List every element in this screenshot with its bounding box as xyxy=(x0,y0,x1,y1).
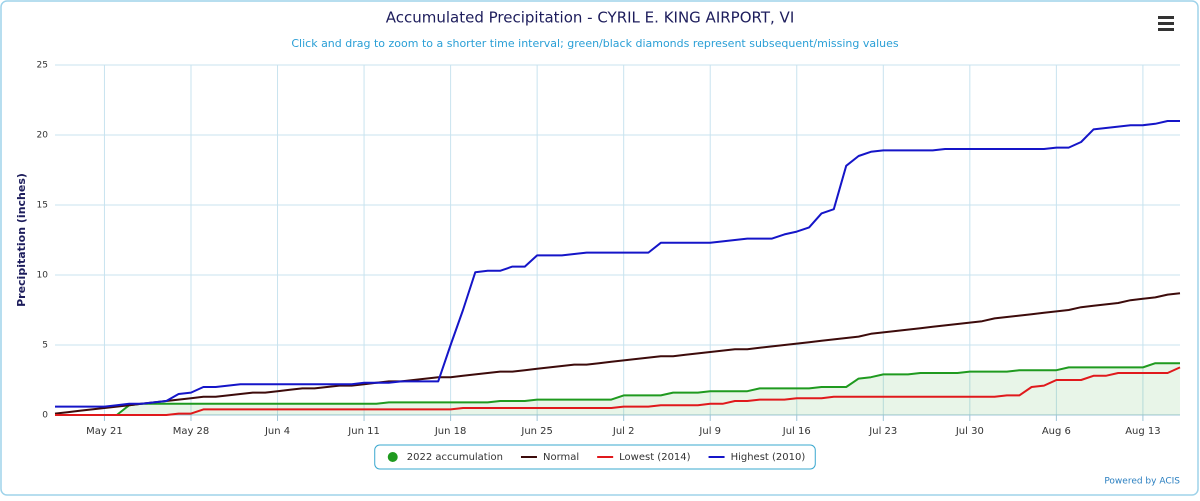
x-tick-label: Jun 4 xyxy=(264,426,290,437)
menu-bar[interactable] xyxy=(1158,22,1174,25)
legend-item: Normal xyxy=(520,452,579,463)
legend-label: Highest (2010) xyxy=(731,452,806,463)
x-tick-label: Jul 16 xyxy=(782,426,811,437)
chart-subtitle: Click and drag to zoom to a shorter time… xyxy=(291,37,899,50)
legend: 2022 accumulation Normal Lowest (2014) High… xyxy=(374,444,816,470)
x-tick-label: Jul 23 xyxy=(868,426,897,437)
y-tick-label: 25 xyxy=(37,61,48,71)
y-tick-label: 0 xyxy=(42,411,48,421)
x-tick-label: Aug 13 xyxy=(1125,426,1160,437)
data-line xyxy=(55,366,1181,416)
legend-item: 2022 accumulation xyxy=(387,452,503,463)
legend-label: Lowest (2014) xyxy=(619,452,691,463)
data-line xyxy=(55,120,1180,408)
area-fill xyxy=(55,363,1180,415)
menu-button[interactable] xyxy=(1158,16,1174,31)
data-line xyxy=(54,292,1181,415)
x-tick-label: May 21 xyxy=(86,426,123,437)
y-tick-label: 10 xyxy=(37,271,49,281)
legend-item: Lowest (2014) xyxy=(597,452,691,463)
x-tick-label: May 28 xyxy=(173,426,210,437)
credit: Powered by ACIS xyxy=(1104,477,1180,487)
data-line xyxy=(55,362,1180,416)
menu-bar[interactable] xyxy=(1158,16,1174,19)
x-tick-label: Jun 11 xyxy=(347,426,380,437)
x-tick-label: Jul 9 xyxy=(698,426,721,437)
chart-title: Accumulated Precipitation - CYRIL E. KIN… xyxy=(386,9,795,27)
y-tick-label: 20 xyxy=(37,131,49,141)
y-tick-label: 15 xyxy=(37,201,48,211)
menu-bar[interactable] xyxy=(1158,28,1174,31)
legend-label: Normal xyxy=(543,452,579,463)
x-tick-label: Jul 30 xyxy=(955,426,984,437)
x-tick-label: Aug 6 xyxy=(1042,426,1071,437)
x-tick-label: Jun 25 xyxy=(520,426,553,437)
legend-item: Highest (2010) xyxy=(708,452,806,463)
legend-box xyxy=(374,444,816,470)
x-tick-label: Jul 2 xyxy=(612,426,635,437)
x-tick-label: Jun 18 xyxy=(434,426,467,437)
y-axis-label: Precipitation (inches) xyxy=(15,173,28,307)
legend-label: 2022 accumulation xyxy=(407,452,503,463)
y-tick-label: 5 xyxy=(42,341,48,351)
legend-symbol xyxy=(387,452,398,462)
